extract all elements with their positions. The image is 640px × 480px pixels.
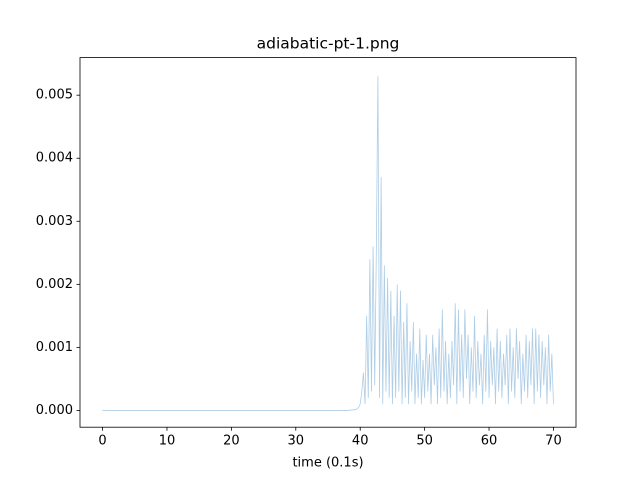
y-tick-label: 0.000 <box>36 403 73 418</box>
y-tick-label: 0.002 <box>36 277 73 292</box>
axes-frame <box>79 57 577 428</box>
x-axis-label: time (0.1s) <box>292 456 363 471</box>
x-tick-label: 30 <box>288 434 305 449</box>
y-tick-label: 0.003 <box>36 214 73 229</box>
data-line <box>102 76 554 411</box>
x-tick-label: 40 <box>352 434 369 449</box>
chart-title: adiabatic-pt-1.png <box>257 35 400 53</box>
x-tick-label: 10 <box>159 434 176 449</box>
y-tick-label: 0.001 <box>36 340 73 355</box>
x-tick-label: 20 <box>223 434 240 449</box>
y-tick-label: 0.005 <box>36 88 73 103</box>
x-tick-label: 0 <box>98 434 106 449</box>
x-tick-label: 70 <box>545 434 562 449</box>
x-tick-label: 50 <box>416 434 433 449</box>
x-tick-label: 60 <box>481 434 498 449</box>
y-tick-label: 0.004 <box>36 151 73 166</box>
